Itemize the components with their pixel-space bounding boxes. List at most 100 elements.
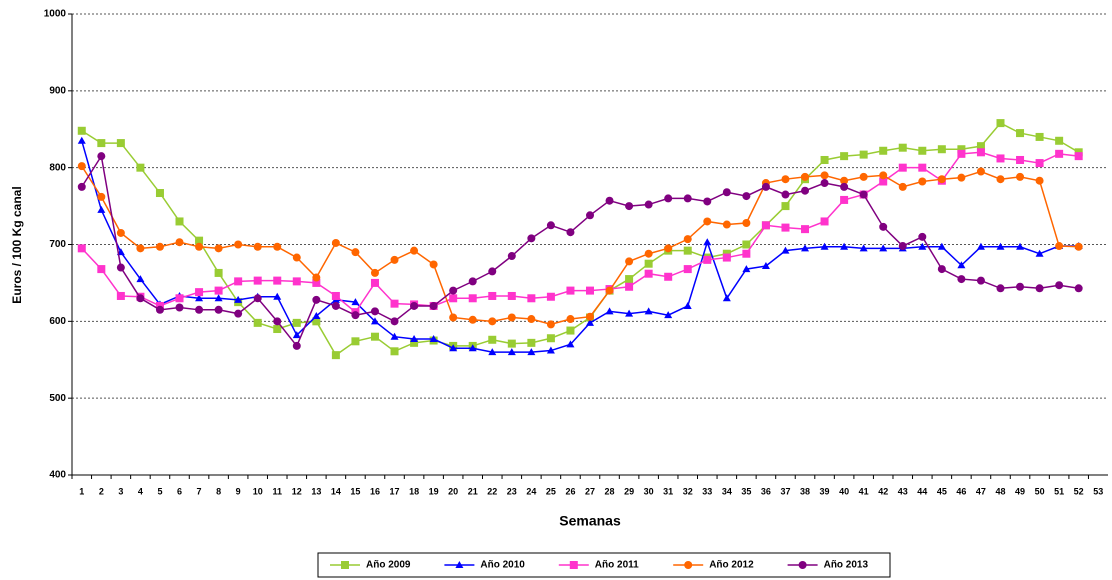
- legend-label: Año 2012: [709, 560, 754, 571]
- x-tick-label: 41: [859, 486, 869, 496]
- x-axis-title: Semanas: [559, 513, 621, 529]
- data-point: [879, 222, 888, 231]
- x-tick-label: 4: [138, 486, 143, 496]
- data-point: [566, 315, 575, 324]
- data-point: [214, 268, 223, 277]
- x-tick-label: 16: [370, 486, 380, 496]
- data-point: [644, 200, 653, 209]
- x-tick-label: 14: [331, 486, 341, 496]
- x-tick-label: 39: [820, 486, 830, 496]
- y-tick-label: 900: [49, 85, 66, 96]
- x-tick-label: 8: [216, 486, 221, 496]
- x-tick-label: 28: [605, 486, 615, 496]
- y-tick-label: 500: [49, 393, 66, 404]
- data-point: [214, 305, 223, 314]
- y-tick-label: 800: [49, 162, 66, 173]
- data-point: [155, 305, 164, 314]
- data-point: [781, 246, 790, 254]
- data-point: [292, 331, 301, 339]
- data-point: [722, 220, 731, 229]
- data-point: [820, 179, 829, 188]
- data-point: [820, 217, 829, 226]
- data-point: [703, 255, 712, 264]
- data-point: [957, 145, 966, 154]
- data-point: [312, 278, 321, 287]
- data-point: [683, 246, 692, 255]
- data-point: [97, 152, 106, 161]
- data-point: [488, 317, 497, 326]
- data-point: [273, 325, 282, 334]
- x-tick-label: 1: [79, 486, 84, 496]
- x-tick-label: 23: [507, 486, 517, 496]
- data-point: [1016, 242, 1025, 250]
- data-point: [742, 265, 751, 273]
- x-tick-label: 31: [663, 486, 673, 496]
- x-tick-label: 13: [311, 486, 321, 496]
- data-point: [742, 240, 751, 249]
- data-point: [253, 276, 262, 285]
- data-point: [1016, 129, 1025, 138]
- data-point: [605, 307, 614, 315]
- data-point: [722, 188, 731, 197]
- data-point: [1074, 152, 1083, 161]
- data-point: [195, 294, 204, 302]
- data-point: [996, 284, 1005, 293]
- x-tick-label: 10: [253, 486, 263, 496]
- data-point: [742, 218, 751, 227]
- data-point: [1016, 155, 1025, 164]
- data-point: [664, 272, 673, 281]
- data-point: [410, 246, 419, 255]
- data-point: [273, 242, 282, 251]
- data-point: [77, 162, 86, 171]
- data-point: [351, 298, 360, 306]
- data-point: [801, 186, 810, 195]
- data-point: [116, 228, 125, 237]
- x-tick-label: 42: [878, 486, 888, 496]
- data-point: [546, 346, 555, 354]
- data-point: [546, 334, 555, 343]
- y-axis-title: Euros / 100 Kg canal: [10, 186, 24, 303]
- data-point: [449, 294, 458, 303]
- data-point: [683, 265, 692, 274]
- data-point: [546, 320, 555, 329]
- data-point: [331, 238, 340, 247]
- data-point: [136, 275, 145, 283]
- x-tick-label: 3: [118, 486, 123, 496]
- data-point: [742, 192, 751, 201]
- data-point: [468, 294, 477, 303]
- data-point: [664, 194, 673, 203]
- series-line: [81, 151, 1079, 314]
- data-point: [840, 176, 849, 185]
- data-point: [703, 217, 712, 226]
- data-point: [625, 275, 634, 284]
- data-point: [507, 291, 516, 300]
- data-point: [116, 291, 125, 300]
- data-point: [449, 344, 458, 352]
- data-point: [77, 136, 86, 144]
- data-point: [918, 232, 927, 241]
- data-point: [918, 163, 927, 172]
- data-point: [976, 242, 985, 250]
- data-point: [918, 242, 927, 250]
- x-tick-label: 19: [429, 486, 439, 496]
- data-point: [410, 338, 419, 347]
- data-point: [1035, 284, 1044, 293]
- data-point: [214, 286, 223, 295]
- y-tick-label: 700: [49, 239, 66, 250]
- data-point: [722, 253, 731, 262]
- x-tick-label: 32: [683, 486, 693, 496]
- data-point: [97, 265, 106, 274]
- data-point: [370, 268, 379, 277]
- data-point: [664, 311, 673, 319]
- data-point: [1035, 176, 1044, 185]
- legend-label: Año 2010: [480, 560, 525, 571]
- legend-label: Año 2013: [824, 560, 869, 571]
- data-point: [898, 163, 907, 172]
- data-point: [370, 307, 379, 316]
- data-point: [292, 277, 301, 286]
- data-point: [527, 338, 536, 347]
- x-tick-label: 18: [409, 486, 419, 496]
- data-point: [996, 175, 1005, 184]
- data-point: [586, 318, 594, 326]
